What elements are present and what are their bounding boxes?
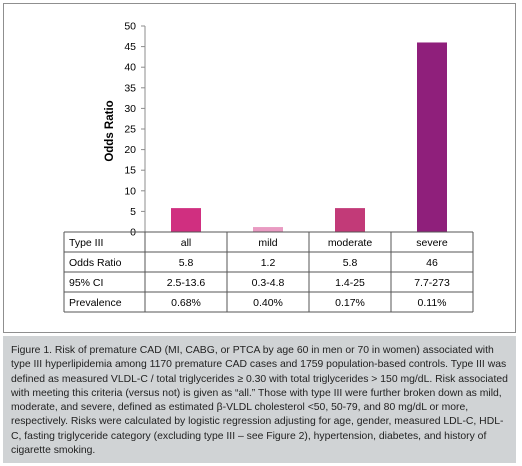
table-cell: 5.8 (179, 257, 194, 269)
y-tick-label: 40 (124, 62, 136, 74)
table-cell: severe (416, 237, 448, 249)
table-cell: 2.5-13.6 (167, 277, 206, 289)
bar-mild (253, 227, 283, 232)
table-cell: 0.11% (418, 297, 447, 309)
y-tick-label: 15 (124, 165, 136, 177)
table-row-label: Type III (69, 237, 103, 249)
table-cell: moderate (328, 237, 373, 249)
table-cell: 5.8 (343, 257, 358, 269)
table-cell: 0.68% (171, 297, 201, 309)
y-tick-label: 25 (124, 124, 136, 136)
bar-severe (417, 42, 447, 232)
table-cell: 0.40% (253, 297, 283, 309)
table-cell: all (181, 237, 192, 249)
bar-all (171, 208, 201, 232)
y-tick-label: 10 (124, 185, 136, 197)
table-row-label: 95% CI (69, 277, 103, 289)
y-tick-label: 45 (124, 41, 136, 53)
table-cell: 0.17% (335, 297, 365, 309)
figure-caption-box: Figure 1. Risk of premature CAD (MI, CAB… (3, 336, 516, 463)
y-axis-title: Odds Ratio (104, 100, 116, 161)
y-tick-label: 30 (124, 103, 136, 115)
table-cell: 0.3-4.8 (252, 277, 285, 289)
table-cell: 1.2 (261, 257, 276, 269)
y-tick-label: 5 (130, 206, 136, 218)
bar-moderate (335, 208, 365, 232)
table-cell: 7.7-273 (414, 277, 450, 289)
y-tick-label: 35 (124, 82, 136, 94)
table-cell: mild (258, 237, 277, 249)
table-cell: 46 (426, 257, 438, 269)
figure-caption: Figure 1. Risk of premature CAD (MI, CAB… (11, 345, 508, 456)
table-cell: 1.4-25 (335, 277, 365, 289)
y-tick-label: 20 (124, 144, 136, 156)
table-row-label: Odds Ratio (69, 257, 122, 269)
y-tick-label: 50 (124, 21, 136, 33)
table-row-label: Prevalence (69, 297, 122, 309)
